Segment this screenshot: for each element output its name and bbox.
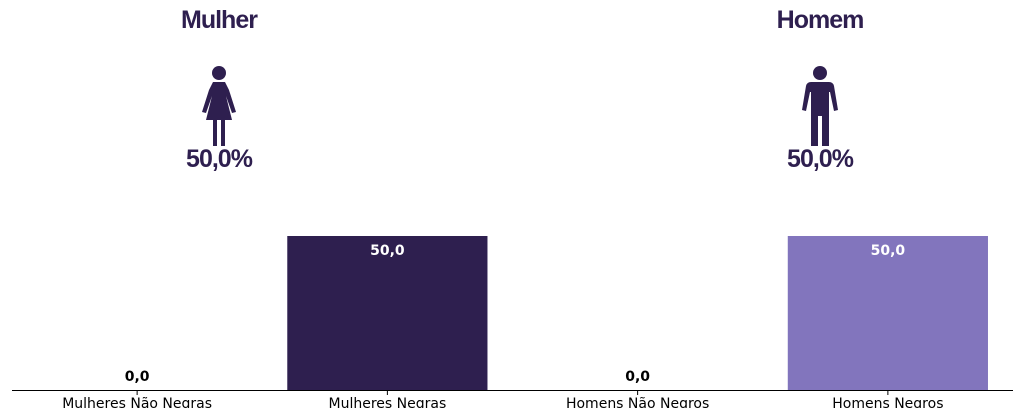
male-person-icon <box>802 66 838 146</box>
panel-title-homem: Homem <box>776 6 865 34</box>
bars-layer: 0,0 50,0 0,0 50,0 <box>125 236 988 390</box>
panel-title-mulher: Mulher <box>181 6 258 34</box>
x-tick-label-0: Mulheres Não Negras <box>62 396 212 408</box>
panel-percent-homem: 50,0% <box>787 145 854 173</box>
bar-1 <box>287 236 488 390</box>
female-person-icon <box>202 66 236 146</box>
x-tick-label-2: Homens Não Negros <box>566 396 709 408</box>
bar-value-label-2: 0,0 <box>625 369 650 385</box>
bar-value-label-3: 50,0 <box>871 243 906 259</box>
ticks-layer: Mulheres Não Negras Mulheres Negras Homens… <box>62 390 944 408</box>
x-tick-label-1: Mulheres Negras <box>329 396 447 408</box>
bar-3 <box>787 236 988 390</box>
bar-value-label-0: 0,0 <box>125 369 150 385</box>
bar-value-label-1: 50,0 <box>370 243 405 259</box>
x-tick-label-3: Homens Negros <box>832 396 943 408</box>
panel-percent-mulher: 50,0% <box>186 145 253 173</box>
